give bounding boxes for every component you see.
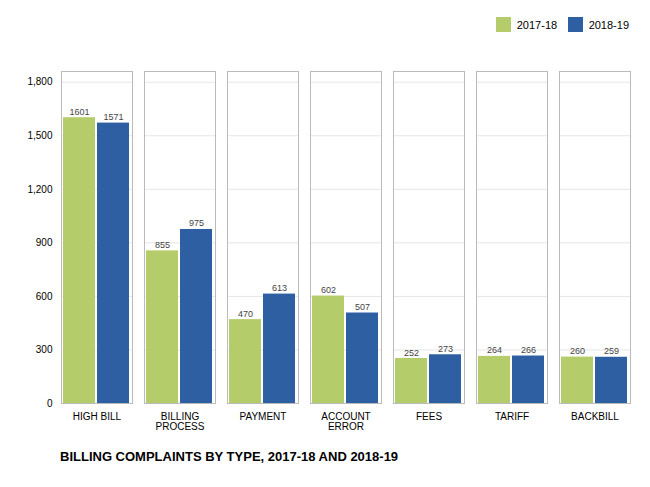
svg-text:1,500: 1,500 (27, 129, 52, 140)
svg-text:FEES: FEES (416, 410, 442, 421)
svg-text:HIGH BILL: HIGH BILL (73, 410, 122, 421)
svg-text:259: 259 (604, 346, 619, 356)
svg-text:600: 600 (36, 290, 53, 301)
svg-text:PAYMENT: PAYMENT (240, 410, 287, 421)
svg-text:613: 613 (272, 283, 287, 293)
svg-text:BILLINGPROCESS: BILLINGPROCESS (156, 410, 205, 431)
svg-text:975: 975 (189, 218, 204, 228)
svg-text:266: 266 (521, 345, 536, 355)
svg-text:BACKBILL: BACKBILL (571, 410, 619, 421)
svg-text:264: 264 (487, 345, 502, 355)
svg-text:900: 900 (36, 237, 53, 248)
svg-text:855: 855 (155, 239, 170, 249)
html-text:BILLING COMPLAINTS BY TYPE, 20: BILLING COMPLAINTS BY TYPE, 2017-18 AND … (60, 448, 399, 464)
svg-text:TARIFF: TARIFF (495, 410, 529, 421)
svg-text:1571: 1571 (103, 112, 123, 122)
svg-text:1,200: 1,200 (27, 183, 52, 194)
html-text:2017-18: 2017-18 (516, 18, 558, 31)
svg-text:1,800: 1,800 (27, 76, 52, 87)
svg-text:507: 507 (355, 302, 370, 312)
svg-text:252: 252 (404, 347, 419, 357)
svg-text:300: 300 (36, 344, 53, 355)
svg-text:0: 0 (47, 397, 53, 408)
svg-text:470: 470 (238, 308, 253, 318)
svg-text:273: 273 (438, 343, 453, 353)
svg-text:1601: 1601 (69, 106, 89, 116)
html-text:2018-19: 2018-19 (588, 18, 629, 31)
svg-text:ACCOUNTERROR: ACCOUNTERROR (321, 410, 370, 431)
svg-text:260: 260 (570, 346, 585, 356)
svg-text:602: 602 (321, 285, 336, 295)
